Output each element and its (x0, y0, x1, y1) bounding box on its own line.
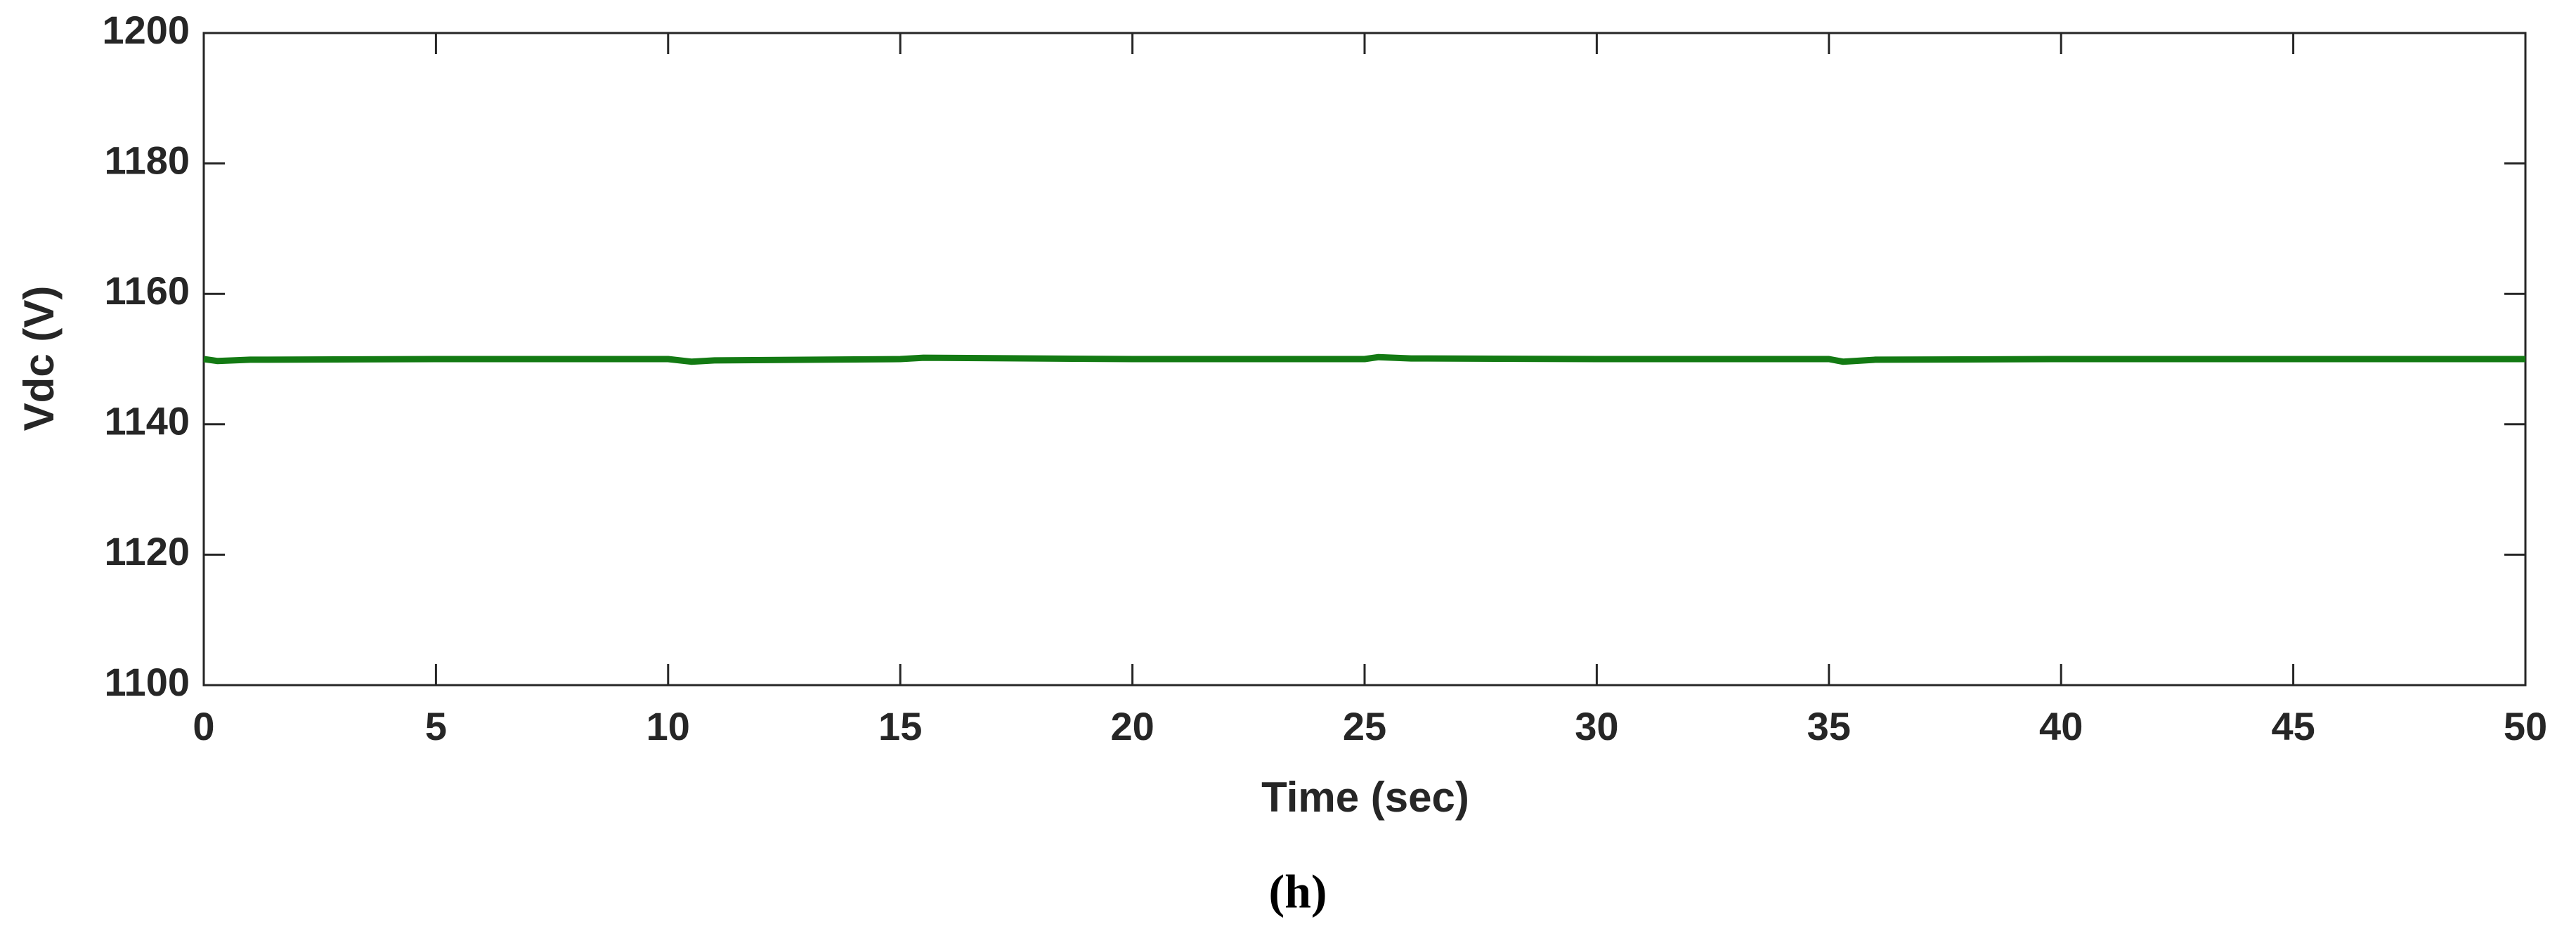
x-tick-label: 15 (878, 704, 922, 748)
y-tick-label: 1160 (105, 268, 190, 313)
y-tick-label: 1180 (105, 138, 190, 182)
x-tick-label: 40 (2039, 704, 2083, 748)
x-tick-label: 25 (1343, 704, 1386, 748)
y-tick-label: 1140 (105, 399, 190, 443)
x-tick-label: 0 (193, 704, 214, 748)
x-tick-label: 45 (2271, 704, 2315, 748)
caption: (h) (1268, 865, 1327, 918)
x-tick-label: 5 (425, 704, 447, 748)
y-tick-label: 1120 (105, 529, 190, 573)
y-axis-label: Vdc (V) (15, 286, 63, 431)
x-tick-label: 35 (1807, 704, 1851, 748)
y-tick-label: 1200 (102, 8, 190, 52)
x-tick-label: 20 (1110, 704, 1154, 748)
x-axis-label: Time (sec) (1261, 774, 1469, 821)
y-tick-label: 1100 (105, 660, 190, 704)
x-tick-label: 30 (1575, 704, 1618, 748)
x-tick-label: 10 (646, 704, 690, 748)
x-tick-label: 50 (2504, 704, 2547, 748)
data-line (203, 353, 2525, 365)
